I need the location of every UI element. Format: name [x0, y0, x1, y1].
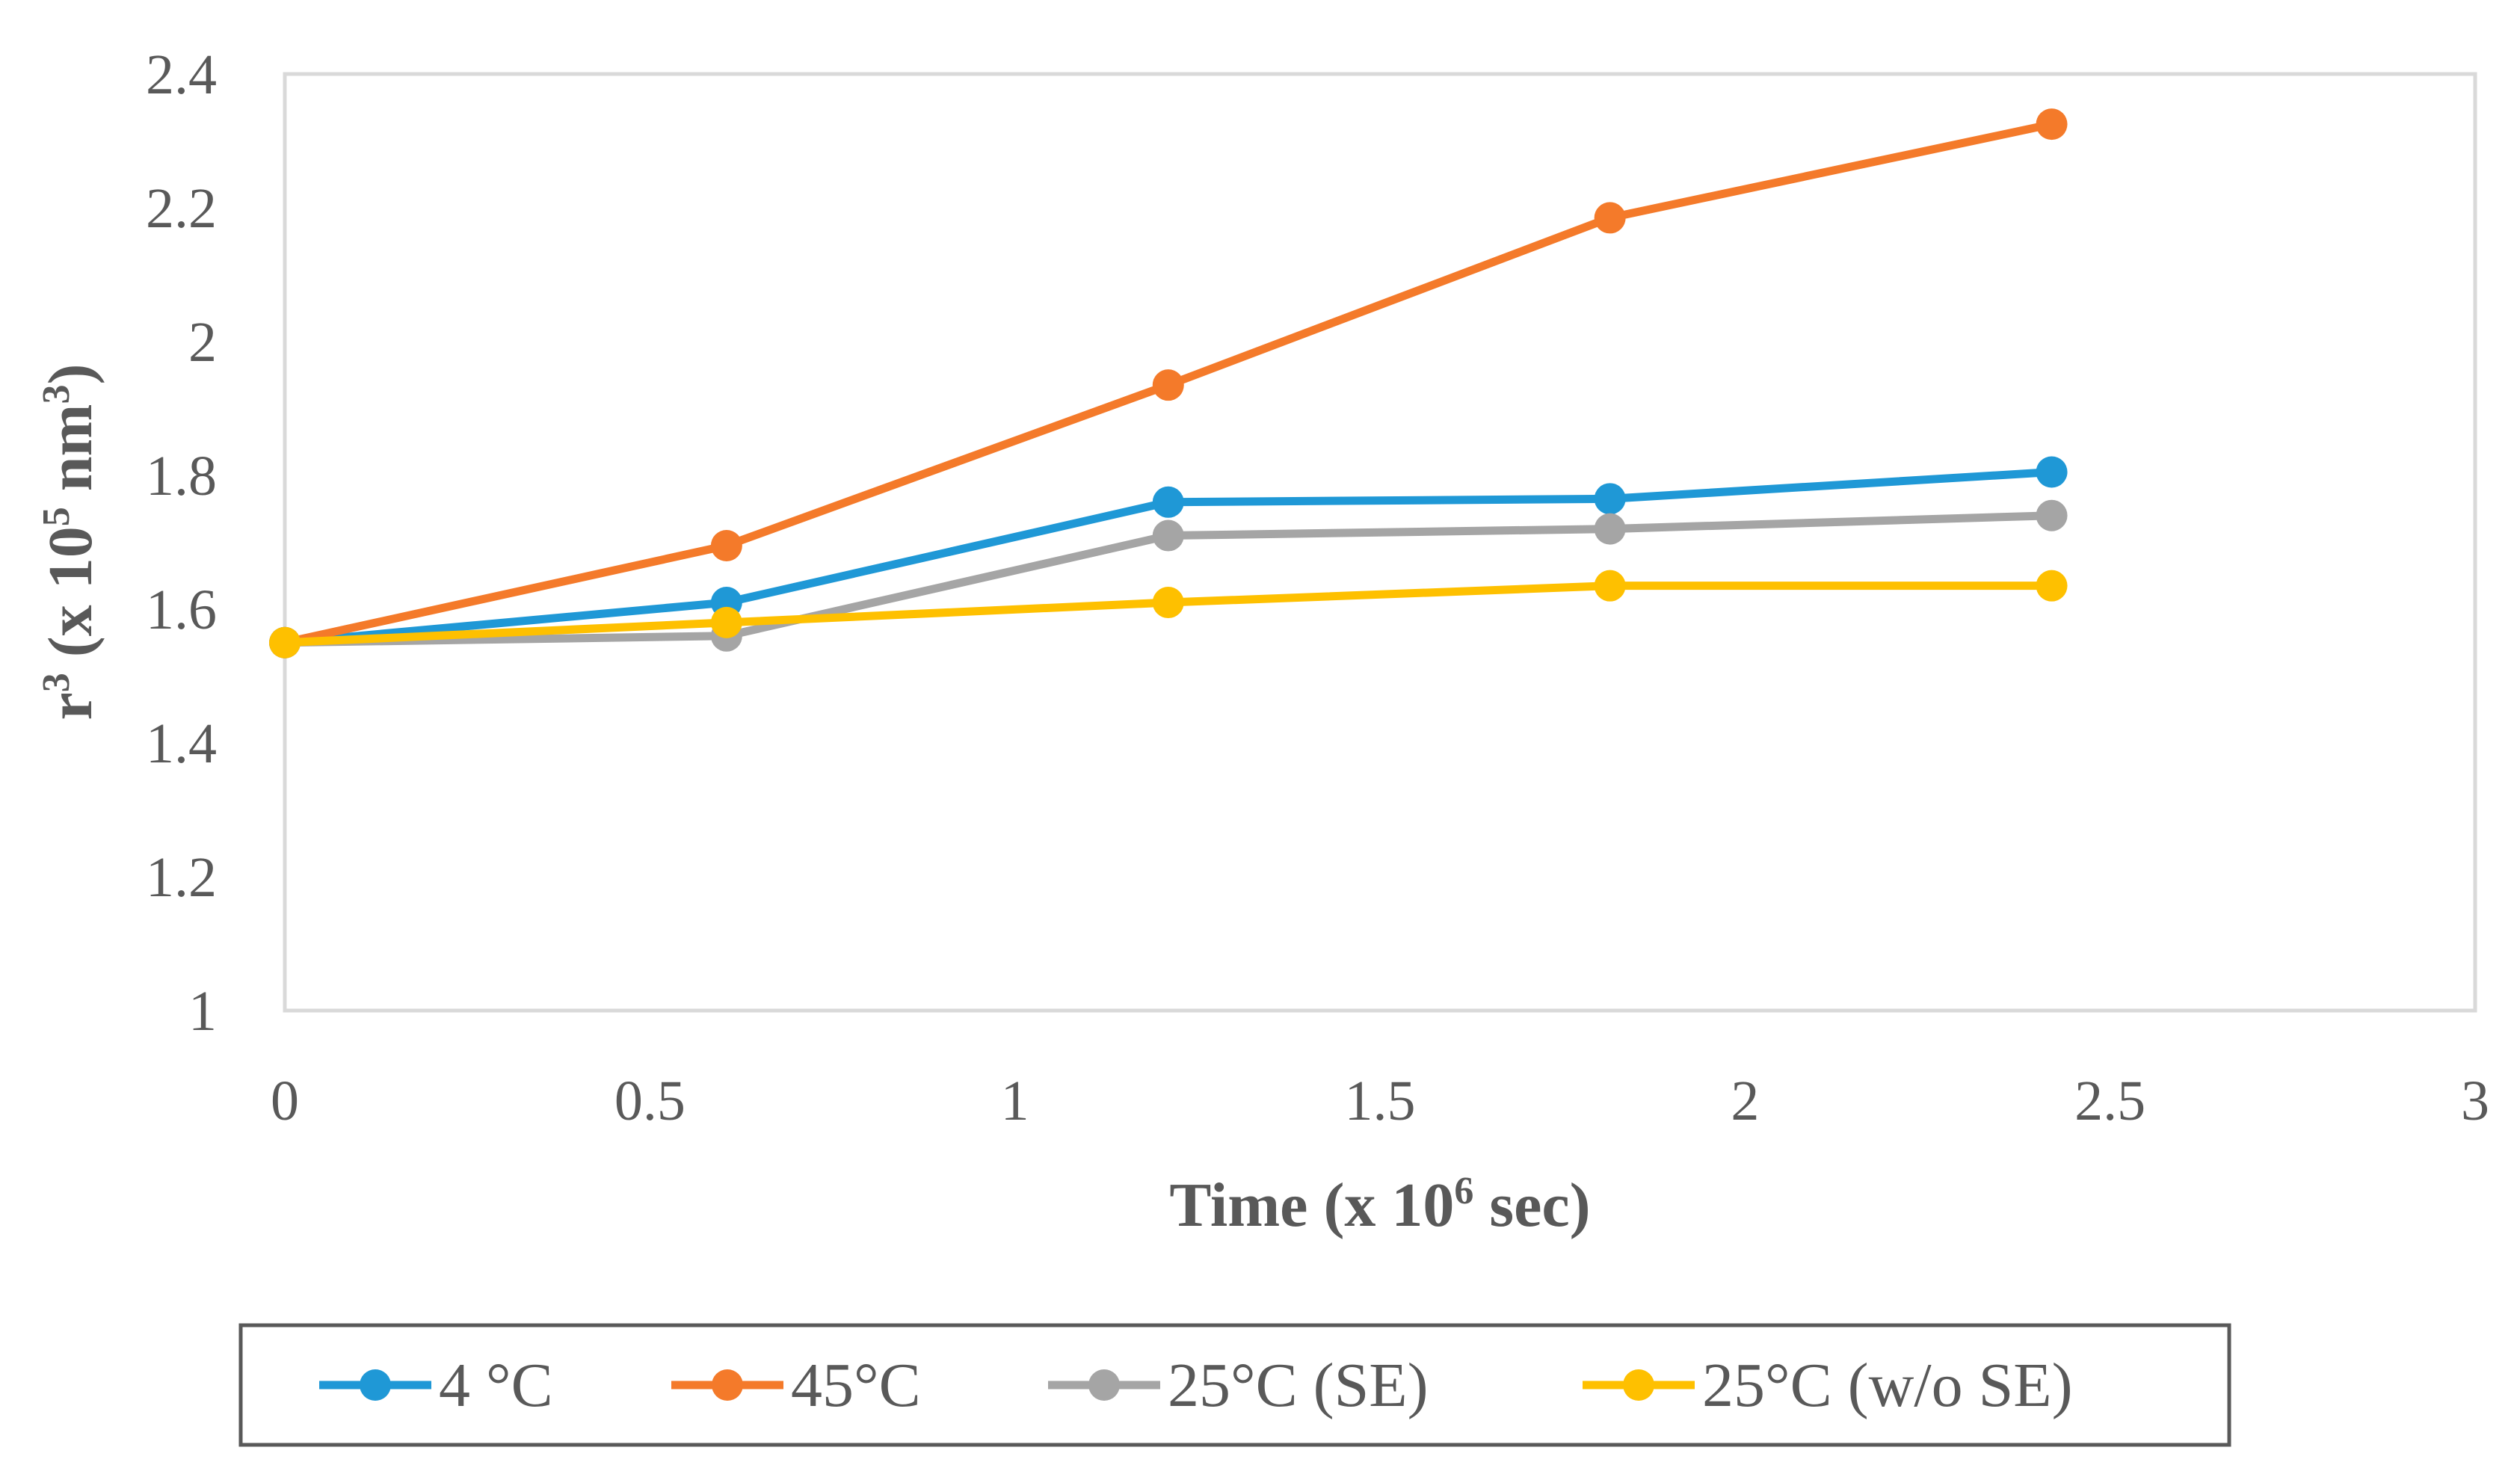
data-point — [1594, 513, 1626, 545]
data-point — [1152, 519, 1184, 552]
data-point — [710, 606, 742, 638]
x-tick-label: 3 — [2461, 1070, 2489, 1132]
data-point — [1152, 587, 1184, 619]
x-tick-label: 0 — [271, 1070, 299, 1132]
y-tick-label: 1 — [188, 980, 217, 1043]
legend-marker — [712, 1369, 743, 1401]
data-point — [1594, 202, 1626, 234]
data-point — [2036, 499, 2068, 531]
y-tick-label: 2.2 — [146, 177, 217, 240]
x-tick-label: 2.5 — [2074, 1070, 2145, 1132]
data-point — [2036, 456, 2068, 488]
legend-label: 25°C (SE) — [1168, 1351, 1429, 1420]
y-axis-title: r3 (x 105 nm3) — [35, 364, 105, 721]
y-tick-label: 2.4 — [146, 43, 217, 106]
series-1 — [269, 108, 2068, 659]
plot-area-border — [283, 72, 2477, 1013]
x-tick-label: 1.5 — [1345, 1070, 1416, 1132]
data-point — [1594, 483, 1626, 515]
x-tick-label: 0.5 — [614, 1070, 686, 1132]
legend-entry: 4 °C — [319, 1351, 553, 1420]
y-tick-label: 1.2 — [146, 846, 217, 909]
y-axis-ticks: 1 1.2 1.4 1.6 1.8 2 2.2 2.4 — [146, 43, 217, 1043]
y-tick-label: 1.6 — [146, 579, 217, 641]
legend-box — [238, 1323, 2231, 1447]
legend-label: 25°C (w/o SE) — [1702, 1351, 2073, 1420]
series-3 — [269, 570, 2068, 659]
legend-marker — [360, 1369, 391, 1401]
legend-entry: 25°C (SE) — [1048, 1351, 1429, 1420]
x-axis-ticks: 0 0.5 1 1.5 2 2.5 3 — [271, 1070, 2489, 1132]
data-point — [1594, 570, 1626, 602]
series-layer — [269, 108, 2068, 659]
legend-label: 4 °C — [439, 1351, 553, 1420]
legend-entry: 45°C — [671, 1351, 921, 1420]
data-point — [2036, 570, 2068, 602]
data-point — [1152, 486, 1184, 518]
data-point — [1152, 369, 1184, 401]
x-axis-title: Time (x 106 sec) — [1169, 1170, 1590, 1240]
data-point — [2036, 108, 2068, 141]
legend: 4 °C 45°C 25°C (SE) 25°C (w/o SE) — [319, 1351, 2073, 1420]
legend-marker — [1623, 1369, 1654, 1401]
y-tick-label: 2 — [188, 311, 217, 374]
data-point — [710, 529, 742, 561]
x-tick-label: 1 — [1001, 1070, 1029, 1132]
y-tick-label: 1.4 — [146, 712, 217, 775]
data-point — [269, 626, 301, 659]
legend-marker — [1088, 1369, 1120, 1401]
legend-label: 45°C — [791, 1351, 921, 1420]
x-tick-label: 2 — [1731, 1070, 1759, 1132]
y-tick-label: 1.8 — [146, 445, 217, 508]
legend-entry: 25°C (w/o SE) — [1583, 1351, 2073, 1420]
